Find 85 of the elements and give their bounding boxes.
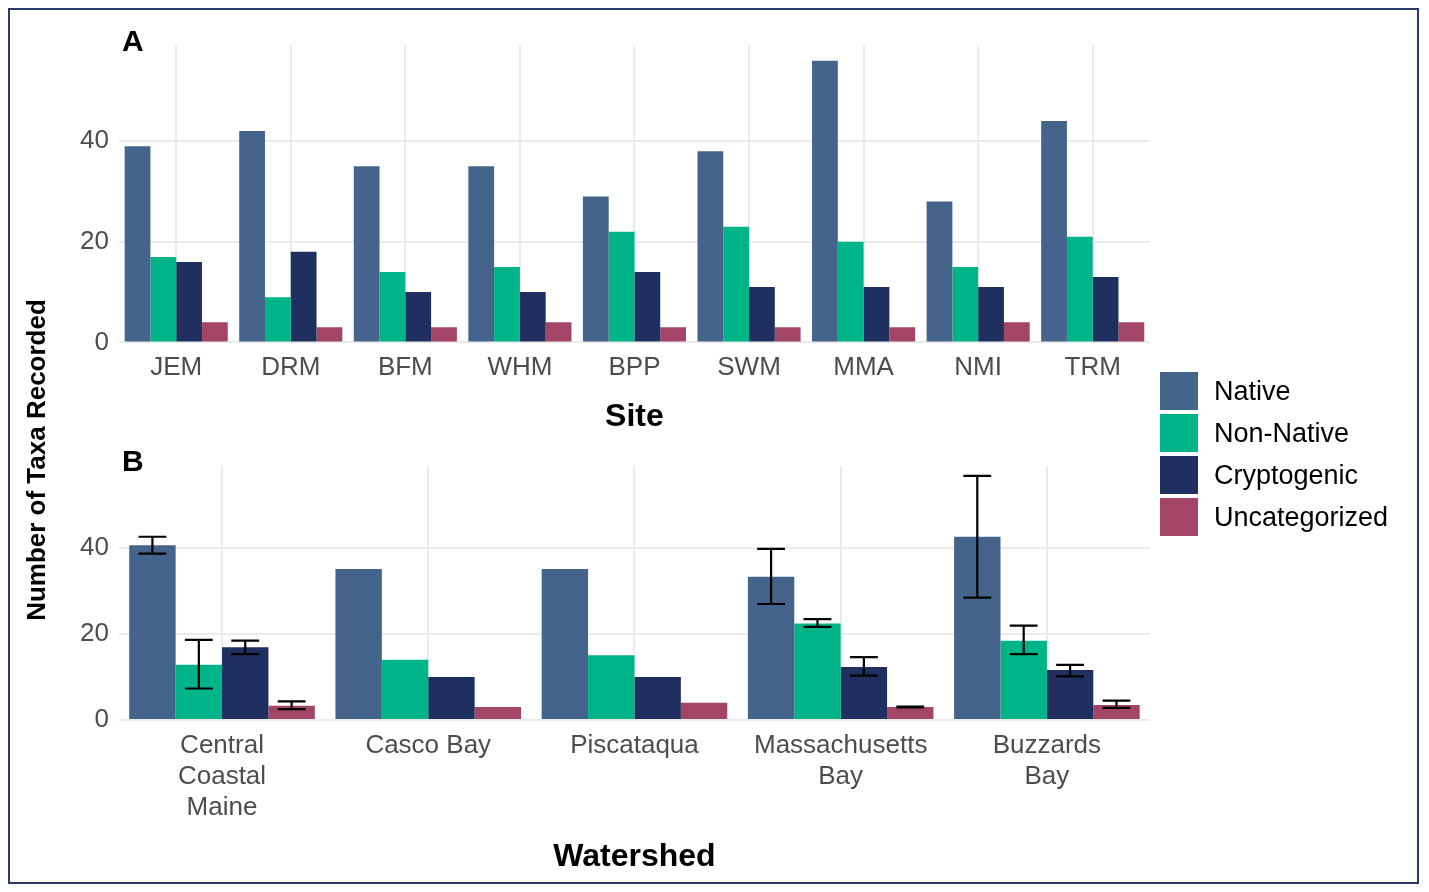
bar [837,241,864,342]
bar [519,292,546,342]
bar [588,655,635,719]
bar [268,705,315,719]
legend-label: Cryptogenic [1214,459,1359,491]
bar [129,545,176,719]
bar [239,131,265,342]
legend-label: Native [1214,375,1291,407]
bar [405,292,432,342]
bar [747,576,795,719]
y-tick-label: 40 [80,124,109,155]
bar [1000,640,1047,719]
bar [1066,236,1093,342]
bar [1041,121,1067,342]
bar [952,266,979,342]
y-axis-title: Number of Taxa Recorded [20,299,52,621]
bar [887,707,934,719]
bar [723,226,750,342]
legend-label: Non-Native [1214,417,1350,449]
x-tick-label: MMA [833,351,895,382]
x-tick-label: TRM [1064,351,1121,382]
bar [680,702,728,719]
bar [582,196,609,342]
bar [634,271,661,342]
y-tick-label: 20 [80,224,109,255]
x-axis-title: Site [605,396,664,433]
bar [812,60,838,342]
x-tick-label: BPP [608,351,661,382]
x-tick-label: Piscataqua [570,728,700,759]
x-tick-label: Massachusetts Bay [753,728,928,790]
bar [290,251,317,342]
bar [379,271,406,342]
y-tick-label: 40 [80,530,109,561]
chart-title: A [122,24,144,58]
x-tick-label: Central Coastal Maine [177,728,267,822]
bar [954,536,1001,719]
legend-label: Uncategorized [1214,501,1389,533]
chart-title: B [122,444,144,478]
bar [222,647,269,719]
bar [634,676,681,719]
y-tick-label: 0 [94,703,109,734]
bar [541,569,589,719]
bar [1093,704,1140,719]
bar [353,166,380,342]
x-tick-label: BFM [377,351,433,382]
bar [381,659,429,719]
bar [926,201,953,342]
bar [316,327,343,342]
bar [697,151,724,342]
bar [749,287,775,342]
x-tick-label: NMI [954,351,1002,382]
x-tick-label: Casco Bay [365,728,492,759]
bar [176,261,202,342]
bar [608,231,635,342]
x-tick-label: WHM [487,351,553,382]
bar [468,166,495,342]
bar [1118,322,1145,342]
bar [428,676,475,719]
bar [474,707,522,719]
y-tick-label: 20 [80,616,109,647]
bar [175,664,223,719]
x-tick-label: SWM [717,351,781,382]
bar [840,666,888,719]
bar [794,623,841,719]
bar [264,297,291,342]
bar [660,327,687,342]
bar [774,327,801,342]
x-tick-label: Buzzards Bay [992,728,1102,790]
bar [545,322,572,342]
bar [150,256,177,342]
bar [1092,277,1119,342]
bar [889,327,916,342]
x-tick-label: JEM [150,351,203,382]
bar [335,569,382,719]
bar [494,266,520,342]
bar [1046,669,1094,719]
y-tick-label: 0 [94,325,109,356]
bar [863,287,890,342]
bar [431,327,457,342]
bar [201,322,228,342]
bar [978,287,1004,342]
bar [124,146,151,342]
x-tick-label: DRM [261,351,321,382]
x-axis-title: Watershed [553,836,716,873]
bar [1003,322,1030,342]
